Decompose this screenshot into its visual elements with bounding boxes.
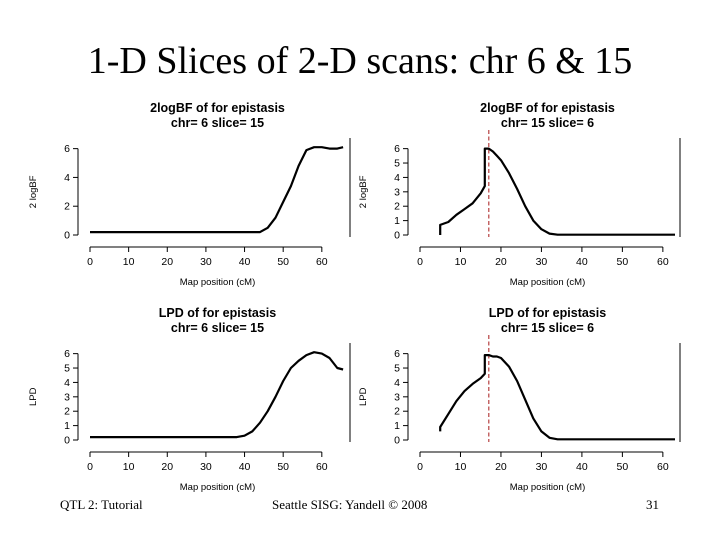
y-tick-label: 6 [64, 143, 70, 155]
x-tick-label: 30 [200, 256, 212, 268]
y-tick-label: 6 [394, 348, 400, 360]
x-tick-label: 60 [657, 256, 669, 268]
chart-2logbf-chr6: 2logBF of for epistasis chr= 6 slice= 15 0… [20, 100, 360, 300]
y-tick-label: 2 [394, 406, 400, 418]
y-tick-label: 1 [394, 215, 400, 227]
series-line [439, 354, 675, 441]
x-tick-label: 20 [495, 461, 507, 473]
y-tick-label: 3 [394, 186, 400, 198]
y-tick-label: 1 [394, 420, 400, 432]
y-tick-label: 5 [394, 158, 400, 170]
x-tick-label: 20 [161, 256, 173, 268]
x-tick-label: 60 [316, 461, 328, 473]
x-tick-label: 60 [316, 256, 328, 268]
series-line [90, 146, 344, 234]
x-tick-label: 30 [536, 256, 548, 268]
x-tick-label: 50 [277, 461, 289, 473]
x-tick-label: 50 [617, 461, 629, 473]
x-tick-label: 20 [161, 461, 173, 473]
y-tick-label: 3 [394, 391, 400, 403]
chart-subtitle: chr= 6 slice= 15 [171, 116, 264, 130]
x-tick-label: 10 [123, 461, 135, 473]
chart-title: LPD of for epistasis [489, 306, 606, 320]
chart-2logbf-chr15: 2logBF of for epistasis chr= 15 slice= 6 0… [350, 100, 690, 300]
series-line [439, 147, 675, 236]
x-tick-label: 50 [617, 256, 629, 268]
x-axis-label: Map position (cM) [510, 482, 586, 493]
y-tick-label: 0 [394, 230, 400, 242]
y-tick-label: 2 [64, 406, 70, 418]
x-tick-label: 0 [87, 256, 93, 268]
y-tick-label: 4 [64, 377, 70, 389]
y-tick-label: 6 [394, 143, 400, 155]
y-tick-label: 0 [64, 230, 70, 242]
y-tick-label: 5 [64, 363, 70, 375]
y-tick-label: 0 [394, 435, 400, 447]
y-tick-label: 3 [64, 391, 70, 403]
x-tick-label: 50 [277, 256, 289, 268]
y-tick-label: 4 [394, 377, 400, 389]
x-tick-label: 40 [239, 256, 251, 268]
slide-title: 1-D Slices of 2-D scans: chr 6 & 15 [87, 40, 633, 82]
y-axis-label: LPD [358, 387, 369, 406]
chart-title: LPD of for epistasis [159, 306, 276, 320]
y-tick-label: 2 [64, 201, 70, 213]
y-tick-label: 1 [64, 420, 70, 432]
x-tick-label: 40 [576, 256, 588, 268]
x-tick-label: 40 [576, 461, 588, 473]
x-axis-label: Map position (cM) [180, 482, 256, 493]
series-line [90, 351, 344, 439]
x-tick-label: 20 [495, 256, 507, 268]
y-tick-label: 4 [394, 172, 400, 184]
x-tick-label: 0 [417, 256, 423, 268]
chart-subtitle: chr= 15 slice= 6 [501, 116, 594, 130]
x-tick-label: 10 [455, 256, 467, 268]
y-tick-label: 4 [64, 172, 70, 184]
footer-credit: Seattle SISG: Yandell © 2008 [272, 497, 428, 512]
x-tick-label: 30 [200, 461, 212, 473]
x-tick-label: 40 [239, 461, 251, 473]
y-axis-label: 2 logBF [358, 175, 369, 208]
x-axis-label: Map position (cM) [180, 277, 256, 288]
footer-page-number: 31 [646, 497, 659, 512]
chart-subtitle: chr= 15 slice= 6 [501, 321, 594, 335]
y-axis-label: LPD [28, 387, 39, 406]
chart-lpd-chr6: LPD of for epistasis chr= 6 slice= 15 0 1 2 3… [20, 305, 360, 505]
y-tick-label: 5 [394, 363, 400, 375]
x-tick-label: 0 [417, 461, 423, 473]
chart-title: 2logBF of for epistasis [480, 101, 615, 115]
x-tick-label: 10 [123, 256, 135, 268]
chart-lpd-chr15: LPD of for epistasis chr= 15 slice= 6 0 1 2 3… [350, 305, 690, 505]
x-tick-label: 0 [87, 461, 93, 473]
y-tick-label: 6 [64, 348, 70, 360]
y-axis-label: 2 logBF [28, 175, 39, 208]
y-tick-label: 0 [64, 435, 70, 447]
chart-title: 2logBF of for epistasis [150, 101, 285, 115]
chart-subtitle: chr= 6 slice= 15 [171, 321, 264, 335]
footer-course: QTL 2: Tutorial [60, 497, 143, 512]
x-tick-label: 60 [657, 461, 669, 473]
x-tick-label: 10 [455, 461, 467, 473]
x-axis-label: Map position (cM) [510, 277, 586, 288]
y-tick-label: 2 [394, 201, 400, 213]
x-tick-label: 30 [536, 461, 548, 473]
